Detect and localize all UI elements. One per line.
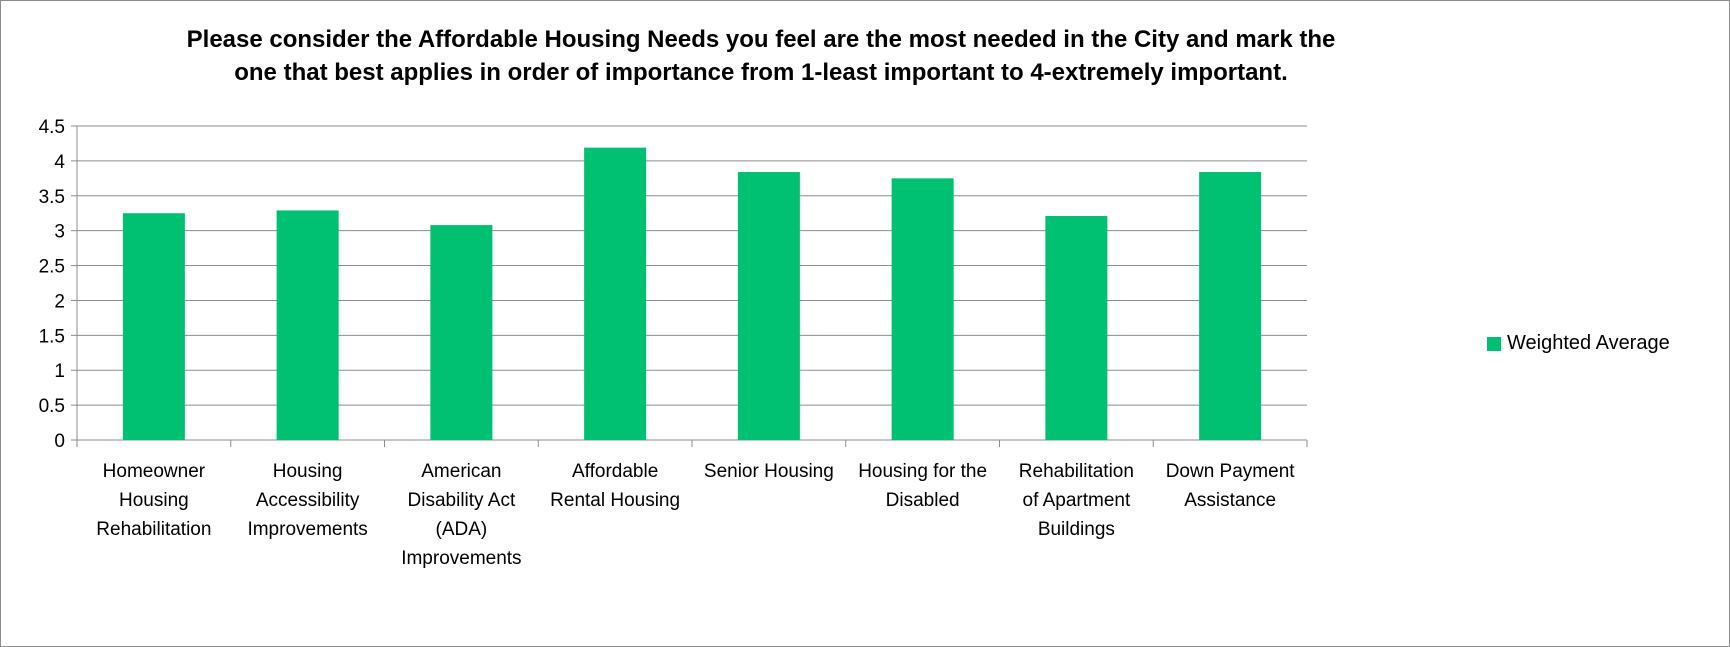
chart-title: Please consider the Affordable Housing N… — [186, 26, 1336, 86]
y-tick-label: 3.5 — [39, 187, 65, 208]
bar — [584, 147, 647, 440]
y-tick-label: 2 — [54, 291, 65, 312]
y-tick-label: 2.5 — [39, 257, 65, 278]
bar — [1045, 216, 1108, 440]
x-category-label: Senior Housing — [704, 461, 834, 482]
bar — [891, 178, 954, 441]
y-tick-label: 1 — [54, 361, 65, 382]
legend: Weighted Average — [1487, 332, 1670, 355]
bar — [1199, 172, 1262, 440]
bar — [122, 213, 185, 440]
legend-label: Weighted Average — [1507, 332, 1670, 354]
x-category-label: Homeowner Housing Rehabilitation — [96, 461, 211, 540]
legend-swatch — [1487, 336, 1501, 351]
y-tick-label: 3 — [54, 222, 65, 243]
x-category-label: Affordable Rental Housing — [550, 461, 680, 511]
x-category-label: Down Payment Assistance — [1166, 461, 1296, 511]
y-tick-label: 1.5 — [39, 326, 65, 347]
x-category-label: Rehabilitation of Apartment Buildings — [1019, 461, 1134, 540]
bar — [737, 172, 800, 440]
x-category-label: American Disability Act (ADA) Improvements — [401, 461, 521, 569]
y-tick-label: 4 — [54, 152, 65, 173]
x-category-label: Housing for the Disabled — [858, 461, 987, 511]
y-tick-label: 4.5 — [39, 117, 65, 138]
bar — [430, 225, 493, 440]
bar — [276, 210, 339, 440]
y-tick-label: 0.5 — [39, 396, 65, 417]
y-tick-label: 0 — [54, 431, 65, 452]
x-category-label: Housing Accessibility Improvements — [247, 461, 367, 540]
